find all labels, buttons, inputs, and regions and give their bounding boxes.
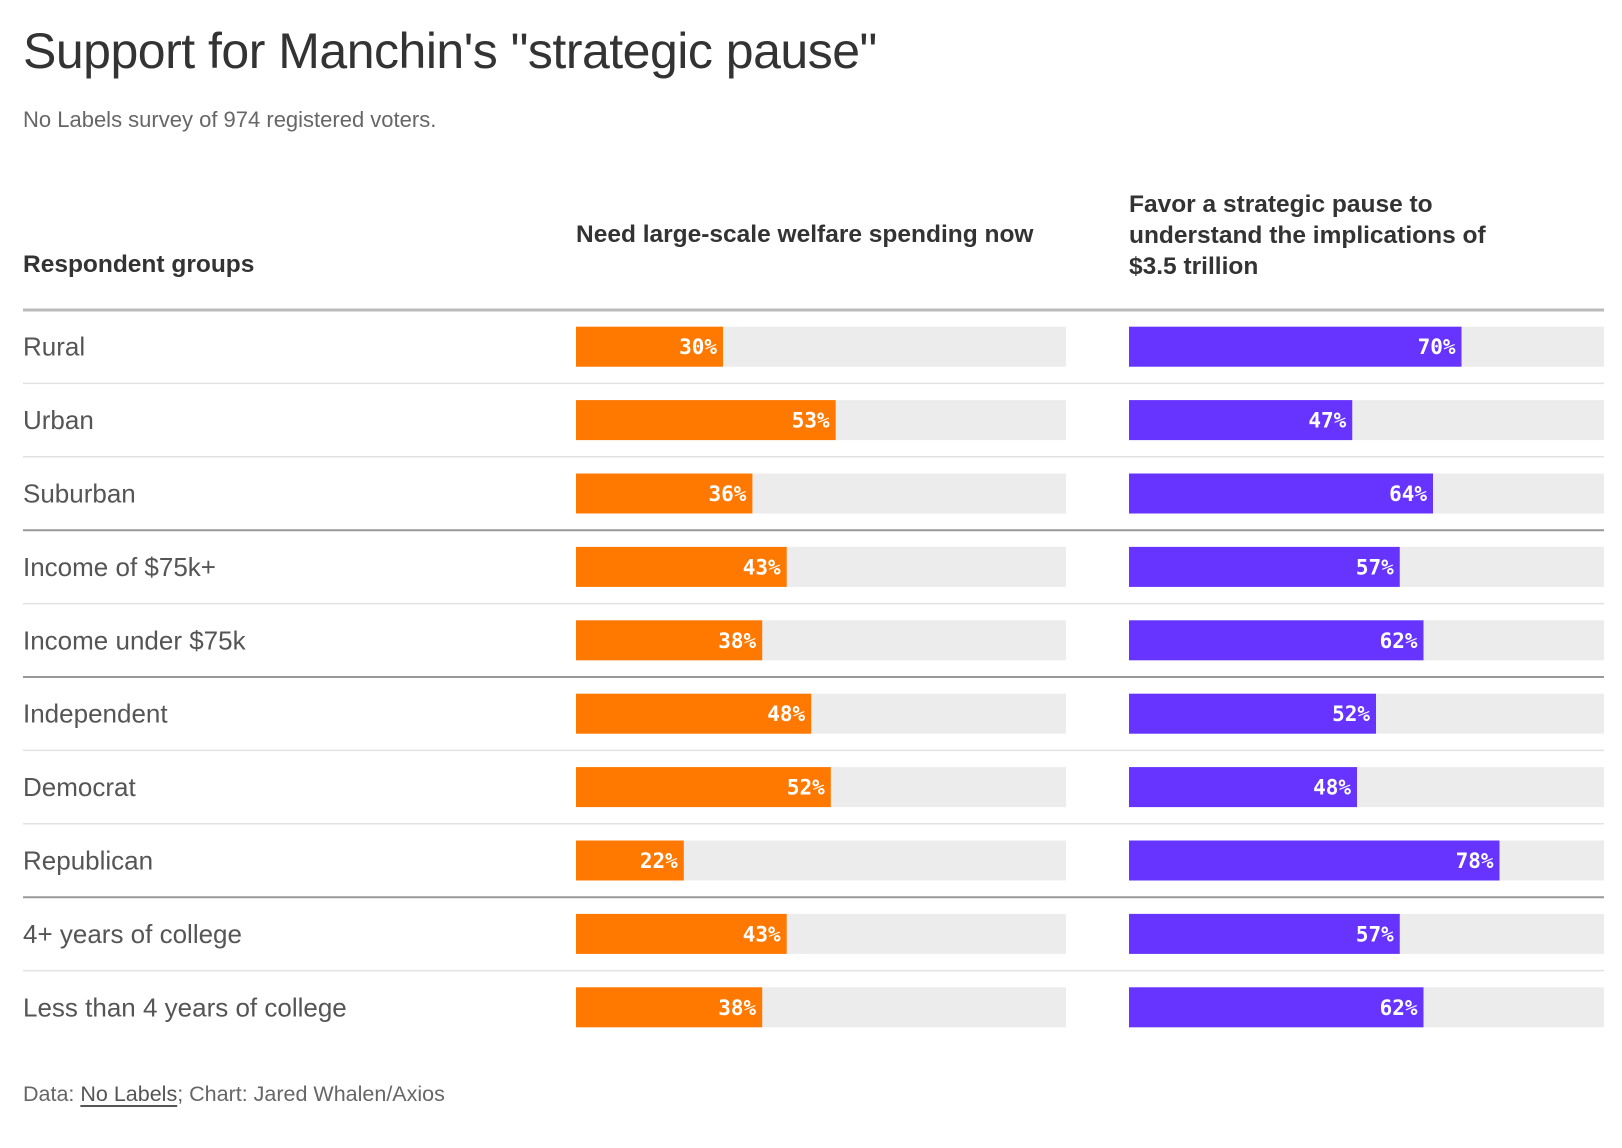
bar-strategic-pause: [1129, 693, 1376, 734]
bar-strategic-pause: [1129, 767, 1357, 808]
bar-value-label: 38%: [718, 629, 756, 653]
row-label: Rural: [23, 332, 85, 362]
bar-value-label: 43%: [743, 922, 781, 946]
row-label: Income of $75k+: [23, 552, 216, 582]
bar-value-label: 48%: [767, 702, 805, 726]
bar-value-label: 48%: [1313, 776, 1351, 800]
source-credit: Data: No Labels; Chart: Jared Whalen/Axi…: [23, 1082, 445, 1107]
row-label: Independent: [23, 699, 168, 729]
bar-value-label: 62%: [1380, 629, 1418, 653]
bar-welfare-spending: [576, 473, 753, 514]
bar-welfare-spending: [576, 620, 763, 661]
bar-value-label: 64%: [1389, 482, 1427, 506]
bar-welfare-spending: [576, 400, 836, 441]
source-prefix: Data:: [23, 1082, 81, 1106]
bar-welfare-spending: [576, 546, 787, 587]
source-suffix: ; Chart: Jared Whalen/Axios: [177, 1082, 445, 1106]
bar-value-label: 43%: [743, 555, 781, 579]
bar-strategic-pause: [1129, 840, 1500, 881]
bar-strategic-pause: [1129, 913, 1400, 954]
bar-value-label: 52%: [1332, 702, 1370, 726]
bar-strategic-pause: [1129, 546, 1400, 587]
bar-welfare-spending: [576, 913, 787, 954]
row-label: Less than 4 years of college: [23, 992, 347, 1022]
row-label: 4+ years of college: [23, 919, 242, 949]
bar-welfare-spending: [576, 693, 812, 734]
bar-value-label: 70%: [1418, 335, 1456, 359]
row-label: Urban: [23, 405, 94, 435]
bar-value-label: 36%: [708, 482, 746, 506]
row-label: Republican: [23, 846, 153, 876]
row-label: Democrat: [23, 772, 136, 802]
bar-value-label: 22%: [640, 849, 678, 873]
bar-value-label: 38%: [718, 996, 756, 1020]
column-header-strategic-pause: Favor a strategic pause to understand th…: [1129, 191, 1486, 280]
bar-strategic-pause: [1129, 987, 1424, 1028]
column-header-groups: Respondent groups: [23, 251, 255, 278]
bar-value-label: 30%: [679, 335, 717, 359]
row-label: Suburban: [23, 479, 136, 509]
bar-value-label: 57%: [1356, 922, 1394, 946]
bar-welfare-spending: [576, 767, 831, 808]
bar-value-label: 52%: [787, 776, 825, 800]
row-label: Income under $75k: [23, 625, 247, 655]
source-link[interactable]: No Labels: [80, 1082, 178, 1106]
bar-value-label: 57%: [1356, 555, 1394, 579]
column-header-welfare-spending: Need large-scale welfare spending now: [576, 221, 1034, 248]
bar-value-label: 53%: [792, 409, 830, 433]
bar-welfare-spending: [576, 987, 763, 1028]
bar-strategic-pause: [1129, 473, 1433, 514]
chart-title: Support for Manchin's "strategic pause": [23, 23, 877, 79]
bar-value-label: 78%: [1456, 849, 1494, 873]
bar-value-label: 62%: [1380, 996, 1418, 1020]
bar-strategic-pause: [1129, 326, 1462, 367]
bar-value-label: 47%: [1308, 409, 1346, 433]
chart-subtitle: No Labels survey of 974 registered voter…: [23, 107, 437, 132]
bar-strategic-pause: [1129, 620, 1424, 661]
bar-welfare-spending: [576, 840, 684, 881]
bar-strategic-pause: [1129, 400, 1353, 441]
bar-welfare-spending: [576, 326, 723, 367]
